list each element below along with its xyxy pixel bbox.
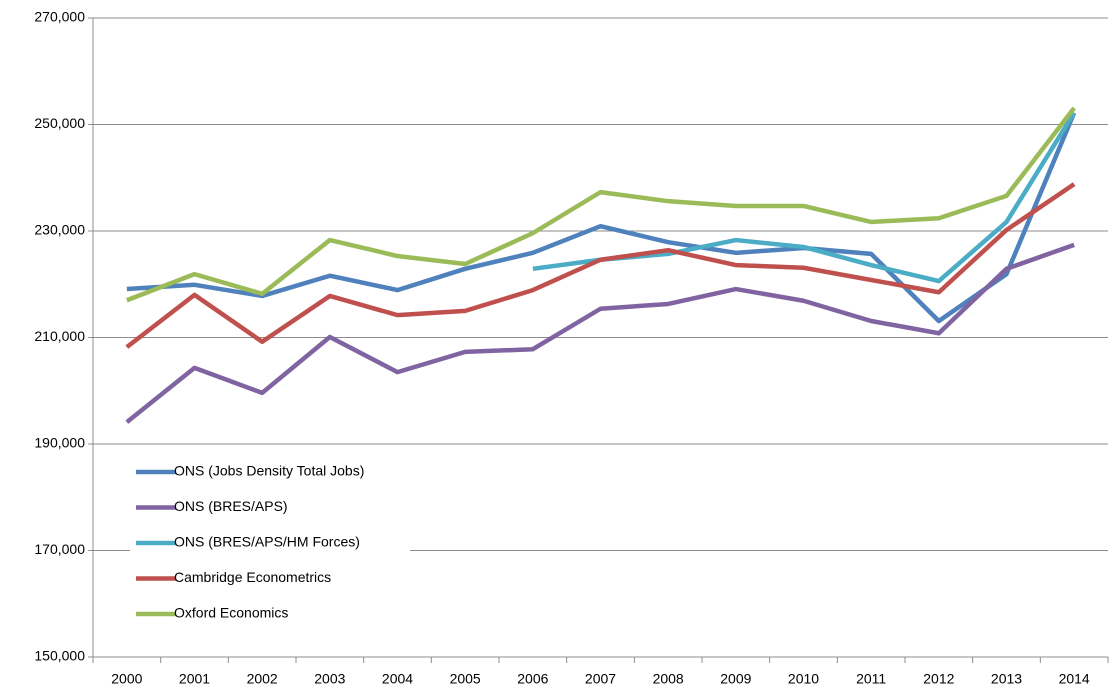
legend-label: Cambridge Econometrics bbox=[174, 569, 331, 585]
legend-label: ONS (Jobs Density Total Jobs) bbox=[174, 463, 364, 479]
x-tick-label: 2005 bbox=[450, 671, 481, 687]
legend-label: ONS (BRES/APS/HM Forces) bbox=[174, 534, 360, 550]
legend-label: ONS (BRES/APS) bbox=[174, 498, 288, 514]
legend: ONS (Jobs Density Total Jobs) ONS (BRES/A… bbox=[130, 455, 410, 630]
series-line bbox=[126, 106, 1076, 303]
x-tick-label: 2012 bbox=[923, 671, 954, 687]
y-tick-label: 270,000 bbox=[34, 9, 85, 25]
y-tick-label: 230,000 bbox=[34, 222, 85, 238]
y-tick-label: 210,000 bbox=[34, 328, 85, 344]
series-line bbox=[126, 111, 1077, 324]
x-tick-label: 2006 bbox=[517, 671, 548, 687]
x-tick-label: 2001 bbox=[179, 671, 210, 687]
x-tick-label: 2011 bbox=[856, 671, 886, 687]
x-tick-label: 2013 bbox=[991, 671, 1022, 687]
legend-box bbox=[130, 455, 410, 630]
y-tick-label: 170,000 bbox=[34, 541, 85, 557]
x-tick-label: 2010 bbox=[788, 671, 819, 687]
legend-label: Oxford Economics bbox=[174, 605, 288, 621]
y-tick-label: 190,000 bbox=[34, 435, 85, 451]
x-tick-label: 2008 bbox=[653, 671, 684, 687]
x-tick-label: 2004 bbox=[382, 671, 413, 687]
x-tick-label: 2007 bbox=[585, 671, 616, 687]
series-line bbox=[125, 182, 1076, 349]
x-tick-label: 2014 bbox=[1059, 671, 1090, 687]
y-tick-label: 250,000 bbox=[34, 115, 85, 131]
x-tick-label: 2000 bbox=[111, 671, 142, 687]
y-tick-label: 150,000 bbox=[34, 648, 85, 664]
series-line bbox=[125, 242, 1075, 424]
x-tick-label: 2002 bbox=[247, 671, 278, 687]
x-tick-label: 2009 bbox=[720, 671, 751, 687]
x-tick-label: 2003 bbox=[314, 671, 345, 687]
